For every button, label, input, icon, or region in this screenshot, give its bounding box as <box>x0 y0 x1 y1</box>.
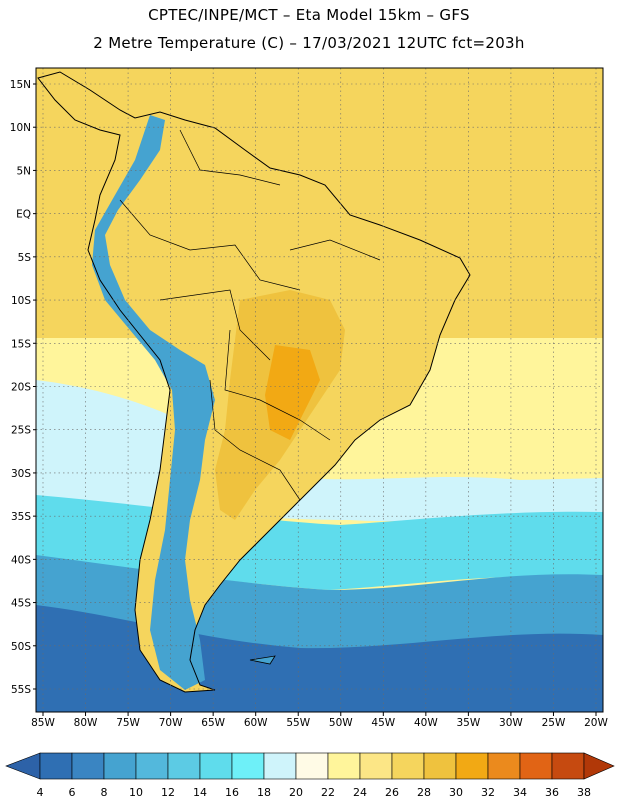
colorbar-label: 32 <box>481 786 495 799</box>
map-subtitle: 2 Metre Temperature (C) – 17/03/2021 12U… <box>93 34 525 52</box>
colorbar-swatch <box>295 752 329 780</box>
colorbar-label: 24 <box>353 786 367 799</box>
colorbar-swatch <box>391 752 425 780</box>
lon-tick-label: 60W <box>244 717 268 729</box>
lat-tick-label: 10N <box>10 122 31 134</box>
falkland-islands <box>249 655 276 665</box>
colorbar-swatch <box>455 752 489 780</box>
colorbar-swatch <box>71 752 105 780</box>
colorbar: 4 6 8 10 12 14 16 18 20 22 24 26 28 30 32 34 36 38 <box>5 752 615 799</box>
lat-tick-label: 20S <box>11 382 31 394</box>
andes-cold-band <box>92 115 215 690</box>
lat-tick-label: 55S <box>11 684 31 696</box>
lon-tick-label: 20W <box>584 717 608 729</box>
lon-tick-label: 55W <box>286 717 310 729</box>
lon-tick-label: 45W <box>371 717 395 729</box>
lon-tick-label: 40W <box>414 717 438 729</box>
colorbar-swatch <box>135 752 169 780</box>
colorbar-label: 30 <box>449 786 463 799</box>
graticule <box>36 68 603 712</box>
lon-tick-label: 50W <box>329 717 353 729</box>
colorbar-label: 4 <box>37 786 44 799</box>
colorbar-swatch <box>103 752 137 780</box>
colorbar-swatch <box>231 752 265 780</box>
lat-tick-label: 25S <box>11 425 31 437</box>
lat-tick-label: 35S <box>11 511 31 523</box>
colorbar-swatch <box>487 752 521 780</box>
colorbar-swatch <box>199 752 233 780</box>
colorbar-label: 12 <box>161 786 175 799</box>
lat-tick-label: 50S <box>11 641 31 653</box>
lon-tick-label: 70W <box>159 717 183 729</box>
colorbar-label: 14 <box>193 786 207 799</box>
colorbar-label: 34 <box>513 786 527 799</box>
lat-tick-label: 40S <box>11 554 31 566</box>
lat-tick-label: 10S <box>11 295 31 307</box>
lon-tick-label: 75W <box>116 717 140 729</box>
map-frame <box>35 67 604 713</box>
lon-tick-label: 35W <box>457 717 481 729</box>
lon-tick-label: 80W <box>74 717 98 729</box>
lon-tick-label: 65W <box>201 717 225 729</box>
interior-hottest-region <box>265 345 320 440</box>
colorbar-swatch <box>519 752 553 780</box>
colorbar-label: 18 <box>257 786 271 799</box>
lon-tick-label: 30W <box>499 717 523 729</box>
colorbar-swatch <box>263 752 297 780</box>
lat-tick-label: 5N <box>16 165 31 177</box>
colorbar-swatch <box>359 752 393 780</box>
colorbar-label: 28 <box>417 786 431 799</box>
colorbar-swatch <box>423 752 457 780</box>
colorbar-swatch <box>551 752 585 780</box>
lat-tick-label: 15S <box>11 338 31 350</box>
longitude-axis: 85W 80W 75W 70W 65W 60W 55W 50W 45W 40W 35W 30W 25W 2… <box>31 712 608 729</box>
colorbar-low-arrow <box>5 752 41 780</box>
colorbar-label: 38 <box>577 786 591 799</box>
map-plot-area <box>36 68 603 712</box>
country-borders <box>119 129 381 501</box>
colorbar-label: 20 <box>289 786 303 799</box>
colorbar-label: 6 <box>69 786 76 799</box>
latitude-axis: 15N 10N 5N EQ 5S 10S 15S 20S 25S 30S 35S 40S 45S 50S 5… <box>10 79 36 696</box>
coastline <box>37 71 471 693</box>
colorbar-label: 22 <box>321 786 335 799</box>
colorbar-label: 36 <box>545 786 559 799</box>
colorbar-label: 8 <box>101 786 108 799</box>
map-title: CPTEC/INPE/MCT – Eta Model 15km – GFS <box>148 6 470 24</box>
lon-tick-label: 85W <box>31 717 55 729</box>
colorbar-high-arrow <box>583 752 615 780</box>
lat-tick-label: 45S <box>11 598 31 610</box>
lat-tick-label: 15N <box>10 79 31 91</box>
lat-tick-label: EQ <box>16 209 31 221</box>
lat-tick-label: 5S <box>18 252 32 264</box>
colorbar-label: 26 <box>385 786 399 799</box>
colorbar-swatch <box>167 752 201 780</box>
colorbar-label: 10 <box>129 786 143 799</box>
colorbar-label: 16 <box>225 786 239 799</box>
colorbar-swatch <box>327 752 361 780</box>
colorbar-swatch <box>39 752 73 780</box>
lon-tick-label: 25W <box>542 717 566 729</box>
lat-tick-label: 30S <box>11 468 31 480</box>
